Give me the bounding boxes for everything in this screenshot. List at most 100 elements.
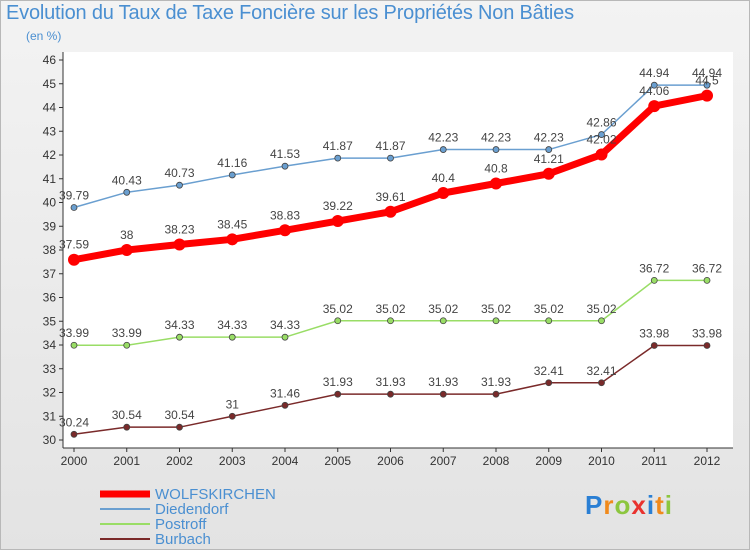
y-tick-label: 45 (43, 77, 57, 91)
data-label: 39.22 (323, 199, 353, 213)
chart-title: Evolution du Taux de Taxe Foncière sur l… (6, 2, 574, 24)
data-point (281, 401, 289, 409)
data-point (334, 154, 342, 162)
data-label: 33.99 (59, 326, 89, 340)
data-label: 42.23 (428, 131, 458, 145)
x-tick-label: 2003 (219, 454, 246, 468)
data-point (173, 238, 186, 251)
data-label: 30.24 (59, 415, 89, 429)
series-wolfskirchen (68, 89, 713, 266)
data-label: 42.86 (586, 116, 616, 130)
data-label: 33.98 (639, 326, 669, 340)
x-tick-label: 2011 (641, 454, 667, 468)
y-tick-label: 44 (43, 101, 57, 115)
data-label: 38.83 (270, 208, 300, 222)
data-label: 38.23 (164, 223, 194, 237)
y-tick-label: 35 (43, 314, 57, 328)
y-tick-label: 33 (43, 362, 57, 376)
data-point (331, 215, 344, 228)
data-label: 32.41 (534, 364, 564, 378)
data-label: 44.5 (695, 74, 719, 88)
data-point (176, 181, 183, 189)
data-point (595, 148, 608, 161)
data-label: 31.93 (428, 375, 458, 389)
y-tick-label: 39 (43, 219, 57, 233)
legend-label: WOLFSKIRCHEN (155, 486, 276, 503)
data-point (439, 146, 447, 153)
x-tick-label: 2010 (588, 454, 615, 468)
data-point (228, 412, 236, 420)
plot-area (63, 52, 733, 448)
data-label: 34.33 (217, 318, 247, 332)
data-label: 31.46 (270, 386, 300, 400)
data-label: 39.61 (375, 190, 405, 204)
data-point (228, 171, 236, 179)
data-point (648, 100, 661, 113)
x-tick-label: 2012 (694, 454, 721, 468)
data-label: 31.93 (375, 375, 405, 389)
x-tick-label: 2002 (166, 454, 193, 468)
data-label: 38 (120, 228, 134, 242)
x-tick-label: 2001 (113, 454, 140, 468)
x-tick-label: 2006 (377, 454, 404, 468)
data-label: 33.99 (112, 326, 142, 340)
data-point (70, 341, 78, 349)
data-point (281, 162, 289, 170)
data-point (598, 317, 605, 325)
data-label: 42.02 (586, 133, 616, 147)
data-point (701, 89, 713, 102)
data-label: 35.02 (586, 302, 616, 316)
data-label: 39.79 (59, 188, 89, 202)
data-point (545, 317, 553, 325)
y-tick-label: 36 (43, 291, 57, 305)
data-label: 42.23 (534, 131, 564, 145)
proxiti-logo: Proxiti (585, 490, 673, 520)
data-label: 35.02 (534, 302, 564, 316)
data-label: 36.72 (639, 261, 669, 275)
data-point (279, 224, 291, 237)
data-label: 38.45 (217, 217, 247, 231)
data-point (387, 317, 394, 325)
data-point (492, 390, 500, 398)
legend-label: Diedendorf (155, 501, 229, 518)
x-tick-label: 2000 (61, 454, 88, 468)
data-label: 41.16 (217, 156, 247, 170)
data-point (176, 333, 183, 341)
data-point (703, 342, 711, 349)
data-point (334, 317, 342, 325)
data-point (650, 276, 658, 284)
data-point (334, 390, 342, 398)
x-tick-label: 2008 (483, 454, 510, 468)
data-label: 41.53 (270, 147, 300, 161)
y-tick-label: 30 (43, 433, 57, 447)
data-label: 44.06 (639, 84, 669, 98)
data-point (439, 317, 447, 325)
data-label: 34.33 (164, 318, 194, 332)
y-tick-label: 43 (43, 124, 57, 138)
unit-label: (en %) (26, 29, 62, 43)
legend-label: Postroff (155, 516, 207, 533)
data-label: 36.72 (692, 261, 722, 275)
data-point (123, 341, 131, 349)
data-label: 41.87 (323, 139, 353, 153)
data-point (120, 244, 133, 256)
y-tick-label: 37 (43, 267, 57, 281)
x-tick-label: 2005 (324, 454, 351, 468)
data-point (492, 317, 500, 325)
data-label: 35.02 (375, 302, 405, 316)
data-point (176, 423, 183, 431)
data-point (490, 177, 502, 190)
data-label: 35.02 (481, 302, 511, 316)
data-label: 41.21 (534, 152, 564, 166)
data-point (226, 233, 239, 246)
data-point (650, 342, 658, 349)
data-point (70, 204, 78, 211)
y-tick-label: 42 (43, 148, 57, 162)
data-point (123, 423, 131, 431)
y-tick-label: 31 (43, 409, 57, 423)
data-label: 40.8 (484, 162, 508, 176)
data-point (68, 253, 80, 266)
data-point (703, 276, 711, 284)
x-tick-label: 2004 (272, 454, 299, 468)
data-label: 42.23 (481, 131, 511, 145)
